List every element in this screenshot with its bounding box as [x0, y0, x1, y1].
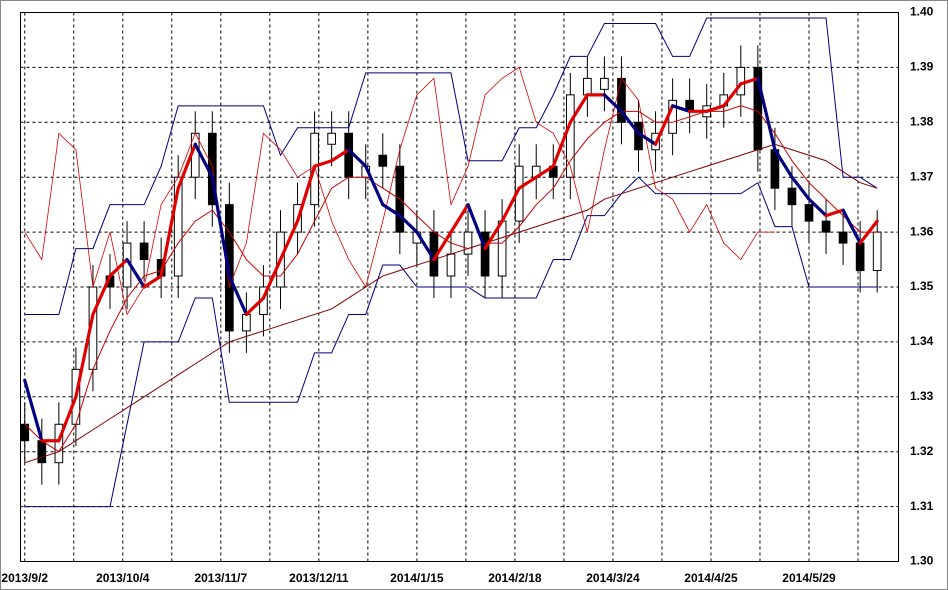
trend-line-segment [193, 142, 214, 179]
trend-line-segment [244, 296, 266, 317]
trend-line-segment [807, 197, 828, 218]
trend-line-segment [500, 186, 521, 223]
y-tick-label: 1.31 [910, 499, 934, 513]
y-tick-label: 1.39 [910, 60, 934, 74]
trend-line-segment [312, 159, 334, 168]
trend-line-segment [57, 395, 78, 443]
x-tick-label: 2013/12/11 [289, 571, 349, 585]
y-tick-label: 1.30 [910, 554, 934, 568]
trend-line-segment [159, 186, 180, 278]
x-tick-label: 2014/1/15 [390, 571, 444, 585]
trend-line-segment [432, 230, 453, 262]
candle-body [583, 77, 592, 96]
candle-body [446, 253, 456, 277]
trend-line-segment [653, 104, 675, 146]
candle-body [838, 231, 848, 244]
y-tick-label: 1.34 [910, 334, 934, 348]
indicator-line [24, 66, 775, 316]
candle-body [804, 204, 814, 222]
candle-body [480, 231, 490, 277]
trend-line-segment [74, 312, 95, 399]
y-tick-label: 1.36 [910, 224, 934, 238]
candle-body [600, 77, 609, 90]
candle-body [855, 242, 865, 272]
trend-line-segment [466, 203, 487, 251]
y-tick-label: 1.33 [910, 389, 934, 403]
trend-line-segment [705, 104, 726, 113]
trend-line-segment [722, 82, 743, 108]
candle-body [37, 440, 47, 464]
candle-body [872, 231, 882, 272]
trend-line-segment [671, 104, 692, 113]
trend-line-segment [824, 208, 845, 218]
y-tick-label: 1.40 [910, 5, 934, 19]
trend-line-segment [23, 378, 44, 443]
trend-line-segment [602, 93, 624, 113]
y-tick-label: 1.32 [910, 444, 934, 458]
trend-line-segment [176, 142, 197, 190]
trend-line-segment [364, 164, 385, 207]
trend-line-segment [295, 164, 317, 223]
trend-line-segment [347, 148, 368, 168]
candle-body [497, 220, 507, 277]
trend-line-segment [449, 203, 470, 234]
trend-line-segment [841, 208, 862, 245]
candle-body [242, 313, 251, 332]
candle-body [787, 187, 797, 206]
x-tick-label: 2013/9/2 [1, 571, 48, 585]
candle-body [139, 242, 149, 261]
trend-line-segment [210, 175, 231, 278]
candle-body [821, 220, 831, 233]
trend-line-segment [551, 120, 572, 168]
indicator-line [24, 143, 878, 464]
trend-line-segment [790, 175, 811, 201]
trend-line-segment [227, 274, 248, 317]
trend-line-segment [739, 76, 760, 86]
candle-body [344, 132, 354, 178]
trend-line-segment [142, 274, 163, 289]
candle-body [378, 154, 388, 167]
trend-line-segment [858, 219, 879, 245]
x-tick-label: 2014/4/25 [684, 571, 738, 585]
trend-line-segment [756, 76, 777, 152]
x-tick-label: 2014/5/29 [782, 571, 836, 585]
candle-body [463, 231, 473, 255]
x-tick-label: 2013/10/4 [96, 571, 150, 585]
x-tick-label: 2013/11/7 [194, 571, 247, 585]
candle-body [736, 66, 746, 96]
trend-line-segment [261, 257, 283, 300]
trend-line-segment [330, 148, 351, 163]
x-tick-label: 2014/2/18 [488, 571, 542, 585]
candle-body [54, 423, 64, 464]
indicator-line [24, 176, 878, 508]
trend-line-segment [108, 257, 129, 278]
y-tick-label: 1.38 [910, 114, 934, 128]
trend-line-segment [415, 230, 436, 262]
trend-line-segment [398, 214, 419, 234]
trend-line-segment [381, 203, 402, 218]
trend-line-segment [773, 148, 794, 179]
trend-line-segment [278, 219, 300, 262]
y-tick-label: 1.37 [910, 169, 934, 183]
trend-line-segment [125, 257, 146, 289]
indicator-line [24, 105, 878, 453]
trend-line-segment [483, 219, 504, 251]
trend-line-segment [619, 109, 641, 135]
candle-body [327, 132, 336, 145]
trend-line-segment [517, 175, 538, 190]
trend-line-segment [568, 93, 589, 124]
trend-line-segment [534, 164, 555, 179]
trend-line-segment [91, 274, 112, 317]
y-tick-label: 1.35 [910, 279, 934, 293]
x-tick-label: 2014/3/24 [586, 571, 640, 585]
indicator-line [24, 17, 878, 315]
trend-line-segment [636, 131, 658, 146]
